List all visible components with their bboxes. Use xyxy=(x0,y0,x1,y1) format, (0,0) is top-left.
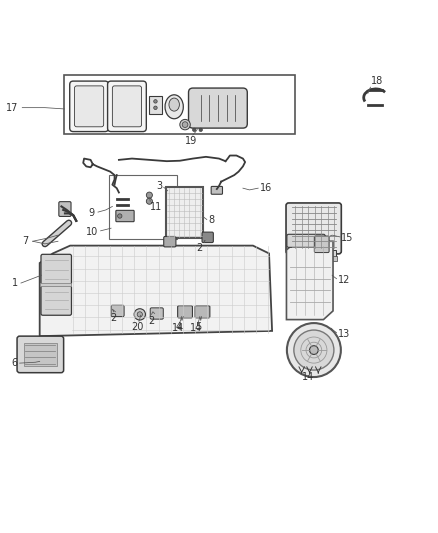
Text: 12: 12 xyxy=(338,274,350,285)
Ellipse shape xyxy=(165,95,184,119)
Text: 16: 16 xyxy=(260,183,272,193)
Circle shape xyxy=(134,309,145,320)
FancyBboxPatch shape xyxy=(287,235,325,247)
FancyBboxPatch shape xyxy=(314,236,329,253)
Text: 3: 3 xyxy=(156,181,162,191)
Bar xyxy=(330,256,336,261)
Text: 8: 8 xyxy=(208,215,214,225)
FancyBboxPatch shape xyxy=(286,203,341,254)
Circle shape xyxy=(294,330,334,370)
Circle shape xyxy=(154,106,157,109)
Polygon shape xyxy=(286,241,333,320)
Circle shape xyxy=(192,128,196,132)
Text: 1: 1 xyxy=(12,278,18,288)
Text: 19: 19 xyxy=(184,136,197,147)
Circle shape xyxy=(310,346,318,354)
FancyBboxPatch shape xyxy=(150,308,163,319)
Bar xyxy=(149,96,162,114)
FancyBboxPatch shape xyxy=(108,81,146,132)
Ellipse shape xyxy=(169,98,180,111)
Bar xyxy=(166,187,203,238)
Text: 11: 11 xyxy=(150,202,162,212)
Circle shape xyxy=(146,192,152,198)
FancyBboxPatch shape xyxy=(164,237,176,247)
Polygon shape xyxy=(40,246,272,336)
FancyBboxPatch shape xyxy=(74,86,104,127)
Circle shape xyxy=(154,100,157,103)
Text: 17: 17 xyxy=(7,103,19,112)
FancyBboxPatch shape xyxy=(188,88,247,128)
FancyBboxPatch shape xyxy=(202,232,213,243)
Text: 18: 18 xyxy=(371,76,384,86)
FancyBboxPatch shape xyxy=(211,187,223,194)
Circle shape xyxy=(117,214,122,218)
Text: 14: 14 xyxy=(172,323,184,333)
Bar xyxy=(315,256,321,261)
Text: 2: 2 xyxy=(110,313,117,323)
Bar xyxy=(24,343,57,366)
Text: 2: 2 xyxy=(196,244,202,253)
FancyBboxPatch shape xyxy=(113,86,141,127)
Circle shape xyxy=(182,122,188,127)
FancyBboxPatch shape xyxy=(59,201,71,216)
Text: 7: 7 xyxy=(22,236,28,246)
Text: 14: 14 xyxy=(302,372,314,382)
Bar xyxy=(40,284,71,286)
Bar xyxy=(295,256,302,261)
Text: 5: 5 xyxy=(195,322,201,332)
Text: 10: 10 xyxy=(86,227,98,237)
Bar xyxy=(110,175,177,239)
Text: 14: 14 xyxy=(190,323,202,333)
Bar xyxy=(64,75,295,134)
Circle shape xyxy=(180,119,190,130)
Text: 20: 20 xyxy=(131,322,144,332)
FancyBboxPatch shape xyxy=(292,251,336,257)
FancyBboxPatch shape xyxy=(178,305,192,318)
FancyBboxPatch shape xyxy=(195,305,210,318)
Circle shape xyxy=(146,198,152,204)
Circle shape xyxy=(199,128,202,132)
FancyBboxPatch shape xyxy=(41,286,71,315)
Text: 6: 6 xyxy=(12,358,18,368)
Circle shape xyxy=(137,312,142,317)
Text: 4: 4 xyxy=(176,322,182,332)
FancyBboxPatch shape xyxy=(116,211,134,222)
Text: 2: 2 xyxy=(148,316,155,326)
Text: 15: 15 xyxy=(341,233,353,243)
FancyBboxPatch shape xyxy=(17,336,64,373)
FancyBboxPatch shape xyxy=(111,305,124,317)
Text: 9: 9 xyxy=(89,208,95,218)
FancyBboxPatch shape xyxy=(41,254,71,285)
Circle shape xyxy=(287,323,341,377)
Text: 13: 13 xyxy=(338,328,350,338)
FancyBboxPatch shape xyxy=(70,81,109,132)
